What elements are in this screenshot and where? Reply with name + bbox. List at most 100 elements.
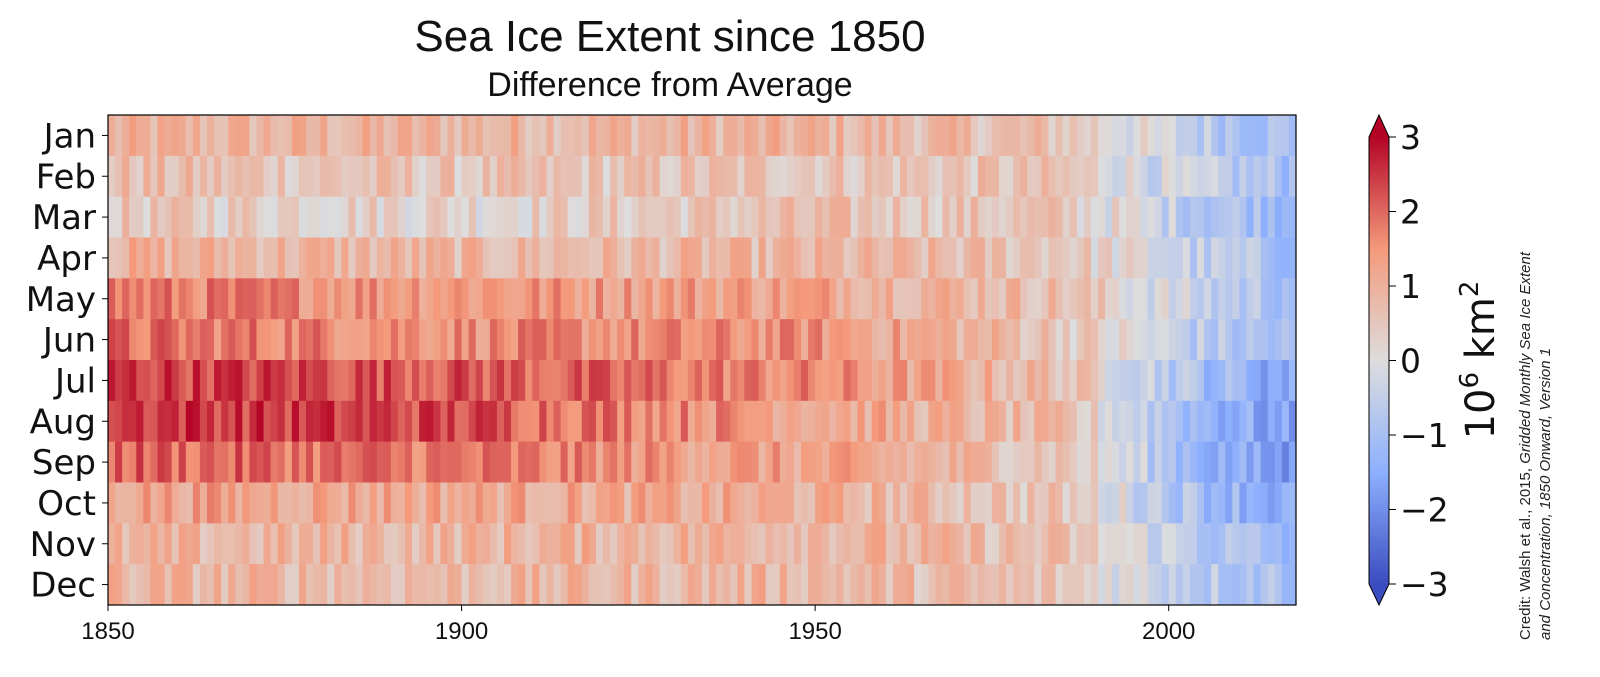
heatmap-cell xyxy=(1260,115,1269,157)
heatmap-cell xyxy=(1189,441,1198,483)
heatmap-cell xyxy=(511,441,519,483)
heatmap-cell xyxy=(560,278,569,320)
heatmap-cell xyxy=(1239,196,1247,238)
heatmap-cell xyxy=(1281,115,1290,157)
heatmap-cell xyxy=(1204,319,1212,361)
heatmap-cell xyxy=(115,400,123,443)
heatmap-cell xyxy=(878,441,887,483)
heatmap-cell xyxy=(532,360,540,402)
heatmap-cell xyxy=(447,319,455,361)
heatmap-cell xyxy=(935,319,943,361)
heatmap-cell xyxy=(383,237,392,279)
heatmap-cell xyxy=(680,441,689,483)
heatmap-cell xyxy=(214,564,222,606)
heatmap-cell xyxy=(249,278,257,320)
heatmap-cell xyxy=(1083,319,1092,361)
heatmap-cell xyxy=(532,155,540,198)
heatmap-cell xyxy=(468,115,477,157)
heatmap-cell xyxy=(885,441,894,483)
heatmap-cell xyxy=(157,319,165,361)
heatmap-cell xyxy=(610,237,618,279)
heatmap-cell xyxy=(1083,278,1092,320)
heatmap-cell xyxy=(454,237,462,279)
heatmap-cell xyxy=(1126,564,1134,606)
heatmap-cell xyxy=(263,360,272,402)
heatmap-cell xyxy=(1281,278,1290,320)
heatmap-cell xyxy=(440,196,448,238)
heatmap-cell xyxy=(673,319,682,361)
heatmap-cell xyxy=(525,237,533,279)
heatmap-cell xyxy=(970,400,979,443)
heatmap-cell xyxy=(284,400,293,443)
heatmap-cell xyxy=(935,400,943,443)
credit-line-1: Credit: Walsh et al., 2015, Gridded Mont… xyxy=(1516,252,1536,640)
heatmap-cell xyxy=(900,360,908,402)
heatmap-cell xyxy=(885,564,894,606)
heatmap-cell xyxy=(793,482,802,524)
heatmap-cell xyxy=(1288,237,1297,279)
heatmap-cell xyxy=(383,523,392,565)
heatmap-cell xyxy=(624,482,632,524)
heatmap-cell xyxy=(221,278,229,320)
heatmap-cell xyxy=(574,523,583,565)
heatmap-cell xyxy=(171,155,180,198)
heatmap-cell xyxy=(150,400,158,443)
heatmap-cell xyxy=(900,523,908,565)
heatmap-cell xyxy=(716,360,724,402)
heatmap-cell xyxy=(744,523,752,565)
heatmap-cell xyxy=(808,482,816,524)
heatmap-cell xyxy=(313,278,321,320)
heatmap-cell xyxy=(207,196,215,238)
heatmap-cell xyxy=(963,155,972,198)
heatmap-cell xyxy=(369,196,378,238)
heatmap-cell xyxy=(362,482,371,524)
heatmap-cell xyxy=(1069,155,1078,198)
heatmap-cell xyxy=(772,115,781,157)
heatmap-cell xyxy=(518,564,526,606)
heatmap-cell xyxy=(758,319,767,361)
heatmap-cell xyxy=(857,482,866,524)
heatmap-cell xyxy=(376,441,385,483)
heatmap-cell xyxy=(758,278,767,320)
heatmap-cell xyxy=(475,441,484,483)
heatmap-cell xyxy=(207,237,215,279)
heatmap-cell xyxy=(532,441,540,483)
heatmap-cell xyxy=(228,564,236,606)
heatmap-cell xyxy=(1076,360,1085,402)
heatmap-cell xyxy=(1267,155,1276,198)
heatmap-cell xyxy=(1218,155,1226,198)
heatmap-cell xyxy=(624,441,632,483)
heatmap-cell xyxy=(447,482,455,524)
heatmap-cell xyxy=(1239,400,1247,443)
heatmap-cell xyxy=(1055,400,1064,443)
heatmap-cell xyxy=(1161,564,1170,606)
heatmap-cell xyxy=(1175,237,1184,279)
heatmap-cell xyxy=(482,237,491,279)
heatmap-cell xyxy=(256,400,264,443)
heatmap-cell xyxy=(709,360,717,402)
heatmap-cell xyxy=(1006,441,1014,483)
heatmap-cell xyxy=(829,564,837,606)
heatmap-cell xyxy=(1041,523,1049,565)
heatmap-cell xyxy=(1076,237,1085,279)
heatmap-cell xyxy=(143,196,151,238)
heatmap-cell xyxy=(1147,482,1155,524)
heatmap-cell xyxy=(1034,155,1042,198)
heatmap-cell xyxy=(949,400,957,443)
heatmap-cell xyxy=(1253,482,1262,524)
heatmap-cell xyxy=(999,441,1007,483)
heatmap-cell xyxy=(956,319,965,361)
heatmap-cell xyxy=(1048,360,1056,402)
credit-line-2: and Concentration, 1850 Onward, Version … xyxy=(1536,252,1556,640)
heatmap-cell xyxy=(914,237,922,279)
heatmap-cell xyxy=(1161,360,1170,402)
heatmap-cell xyxy=(1013,278,1021,320)
heatmap-cell xyxy=(1105,196,1113,238)
heatmap-cell xyxy=(214,400,222,443)
heatmap-cell xyxy=(122,564,130,606)
heatmap-cell xyxy=(341,523,349,565)
heatmap-cell xyxy=(136,482,144,524)
heatmap-cell xyxy=(921,196,929,238)
heatmap-cell xyxy=(843,441,851,483)
heatmap-cell xyxy=(758,564,767,606)
